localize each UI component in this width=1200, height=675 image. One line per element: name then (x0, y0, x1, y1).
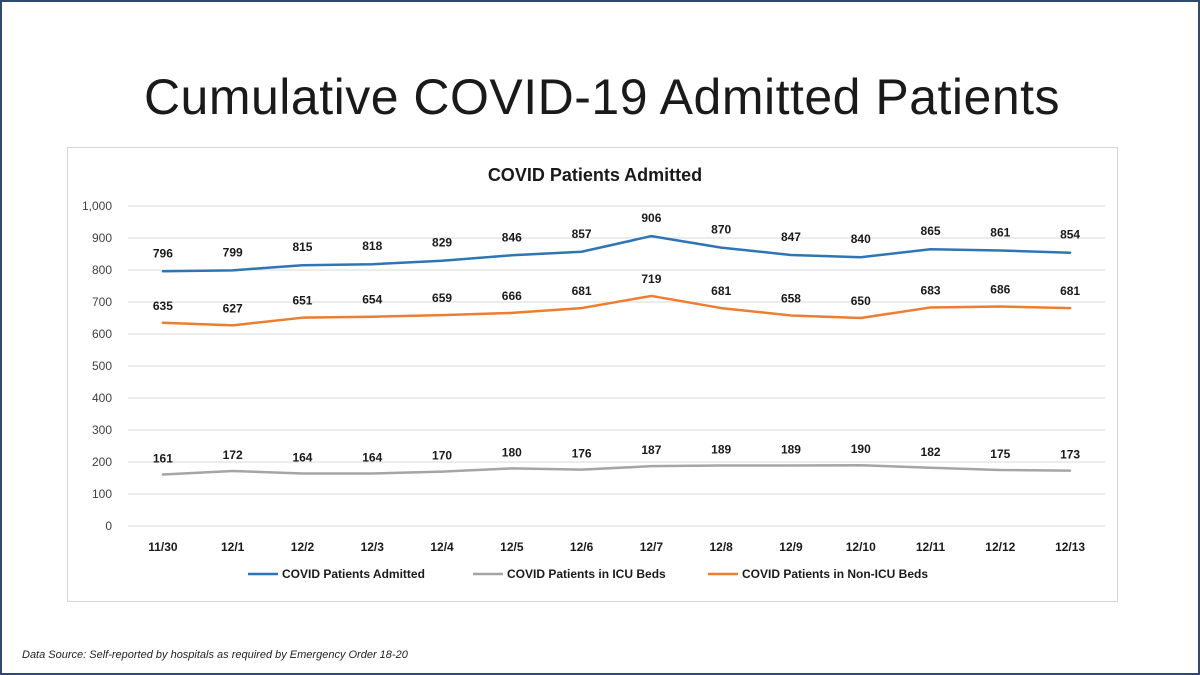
x-tick-label: 12/5 (500, 540, 524, 554)
data-label: 799 (223, 245, 243, 259)
data-label: 815 (292, 240, 312, 254)
y-tick-label: 600 (92, 327, 112, 341)
data-label: 818 (362, 239, 382, 253)
data-label: 666 (502, 289, 522, 303)
y-tick-label: 1,000 (82, 199, 112, 213)
data-label: 180 (502, 445, 522, 459)
data-label: 681 (711, 284, 731, 298)
data-label: 189 (711, 443, 731, 457)
slide-title: Cumulative COVID-19 Admitted Patients (143, 69, 1061, 125)
data-label: 840 (851, 232, 871, 246)
gridlines (128, 205, 1105, 527)
legend-entry: COVID Patients Admitted (282, 567, 425, 581)
y-tick-label: 400 (92, 391, 112, 405)
x-tick-label: 12/7 (640, 540, 664, 554)
data-label: 651 (292, 294, 312, 308)
chart-title: COVID Patients Admitted (488, 165, 702, 185)
y-tick-label: 0 (105, 519, 112, 533)
data-label: 686 (990, 282, 1010, 296)
line-chart: COVID Patients Admitted 0 100 200 300 400 500… (82, 165, 1105, 581)
x-tick-label: 12/1 (221, 540, 245, 554)
data-label: 187 (641, 443, 661, 457)
y-tick-label: 700 (92, 295, 112, 309)
data-label: 857 (572, 227, 592, 241)
legend-entry: COVID Patients in Non-ICU Beds (742, 567, 928, 581)
y-tick-label: 900 (92, 231, 112, 245)
data-label: 170 (432, 449, 452, 463)
chart-area: COVID Patients Admitted 0 100 200 300 400 500… (67, 147, 1118, 602)
data-label: 719 (641, 272, 661, 286)
data-label: 658 (781, 291, 801, 305)
data-label: 796 (153, 246, 173, 260)
data-label: 164 (292, 451, 312, 465)
data-label: 829 (432, 236, 452, 250)
x-tick-label: 12/9 (779, 540, 803, 554)
x-tick-label: 12/2 (291, 540, 315, 554)
x-tick-label: 12/4 (430, 540, 454, 554)
data-label: 681 (572, 284, 592, 298)
x-tick-label: 12/8 (709, 540, 733, 554)
x-tick-label: 12/3 (361, 540, 385, 554)
x-tick-label: 12/11 (916, 540, 946, 554)
data-label: 175 (990, 447, 1010, 461)
data-label: 176 (572, 447, 592, 461)
data-label: 861 (990, 225, 1010, 239)
data-source-note: Data Source: Self-reported by hospitals … (22, 649, 408, 661)
data-label: 906 (641, 211, 661, 225)
series-line-0 (161, 234, 1072, 273)
data-label: 172 (223, 448, 243, 462)
x-tick-label: 12/10 (846, 540, 876, 554)
data-label: 627 (223, 301, 243, 315)
x-axis-ticks: 11/30 12/1 12/2 12/3 12/4 12/5 12/6 12/7 12/8 12/… (148, 540, 1085, 554)
legend-entry: COVID Patients in ICU Beds (507, 567, 666, 581)
data-label: 847 (781, 230, 801, 244)
y-axis-ticks: 0 100 200 300 400 500 600 700 800 900 1,000 (82, 199, 112, 533)
series-lines (161, 234, 1072, 476)
y-tick-label: 300 (92, 423, 112, 437)
data-label: 182 (921, 445, 941, 459)
series-line-1 (161, 463, 1072, 476)
x-tick-label: 12/13 (1055, 540, 1085, 554)
data-label: 870 (711, 223, 731, 237)
data-label: 681 (1060, 284, 1080, 298)
legend: COVID Patients Admitted COVID Patients in… (248, 567, 928, 581)
data-label: 854 (1060, 228, 1080, 242)
y-tick-label: 200 (92, 455, 112, 469)
series-line-2 (161, 294, 1072, 327)
data-label: 164 (362, 451, 382, 465)
data-label: 173 (1060, 448, 1080, 462)
data-label: 659 (432, 291, 452, 305)
data-label: 654 (362, 293, 382, 307)
x-tick-label: 12/12 (985, 540, 1015, 554)
y-tick-label: 500 (92, 359, 112, 373)
data-label: 865 (921, 224, 941, 238)
data-label: 161 (153, 451, 173, 465)
y-tick-label: 800 (92, 263, 112, 277)
data-label: 635 (153, 299, 173, 313)
x-tick-label: 12/6 (570, 540, 594, 554)
data-label: 189 (781, 443, 801, 457)
data-labels: 796 799 815 818 829 846 857 906 870 847 840 865 861 8… (153, 211, 1081, 465)
x-tick-label: 11/30 (148, 540, 178, 554)
data-label: 190 (851, 442, 871, 456)
y-tick-label: 100 (92, 487, 112, 501)
data-label: 650 (851, 294, 871, 308)
data-label: 846 (502, 230, 522, 244)
data-label: 683 (921, 283, 941, 297)
